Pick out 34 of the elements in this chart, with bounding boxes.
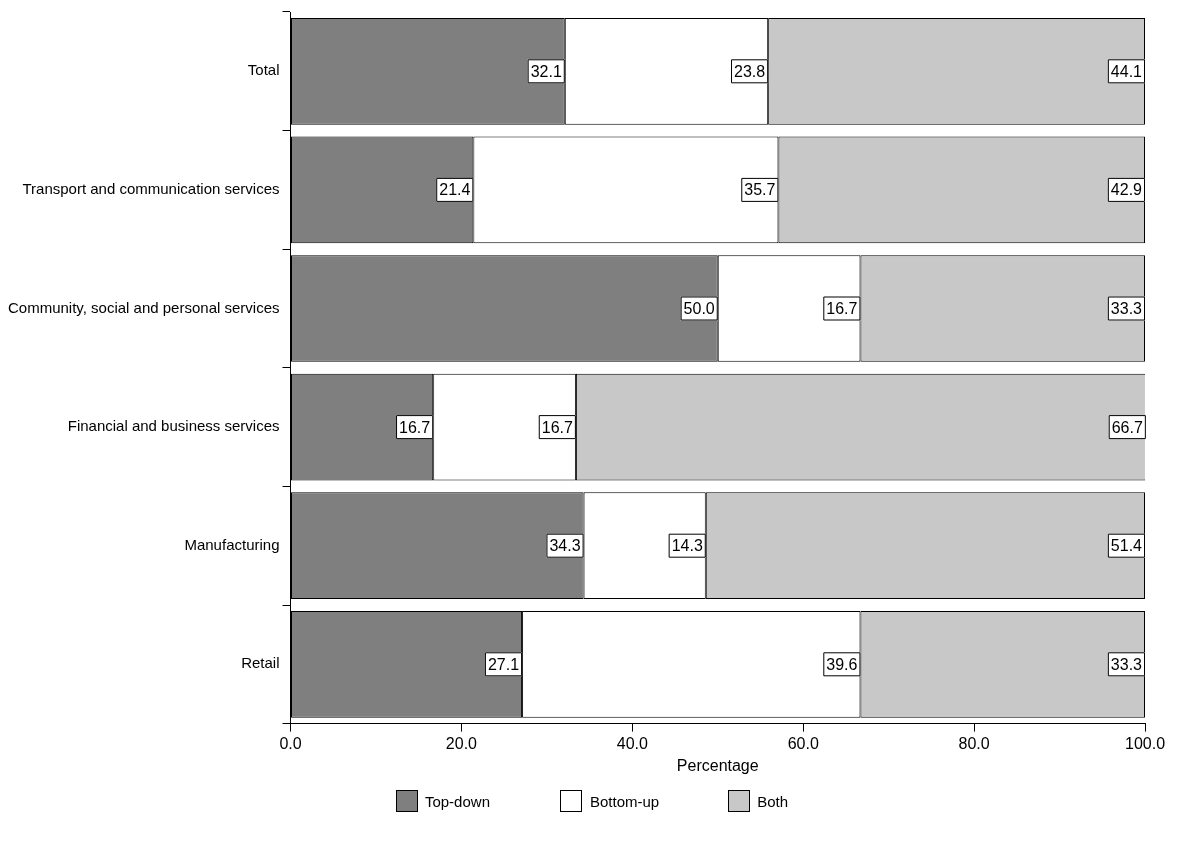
legend-label: Top-down <box>424 792 490 810</box>
x-tick-label: 100.0 <box>1124 734 1166 752</box>
x-tick-label: 0.0 <box>279 734 302 752</box>
data-label: 66.7 <box>1111 418 1143 436</box>
x-tick-label: 60.0 <box>787 734 819 752</box>
x-tick-label: 80.0 <box>958 734 990 752</box>
data-label: 16.7 <box>541 418 574 436</box>
x-tick-label: 40.0 <box>616 734 648 752</box>
x-axis-title: Percentage <box>676 756 759 774</box>
data-label: 23.8 <box>734 62 766 80</box>
legend-label: Both <box>757 792 789 810</box>
data-label: 34.3 <box>549 537 581 555</box>
data-label: 51.4 <box>1110 537 1143 555</box>
data-label: 50.0 <box>683 299 715 317</box>
y-tick-label: Financial and business services <box>67 417 280 435</box>
y-tick-label: Total <box>247 61 280 79</box>
data-label: 35.7 <box>744 181 776 199</box>
y-tick-label: Transport and communication services <box>22 180 280 198</box>
data-label: 16.7 <box>826 299 858 317</box>
data-label: 14.3 <box>671 537 703 555</box>
y-tick-label: Manufacturing <box>184 535 280 553</box>
data-label: 33.3 <box>1110 655 1143 673</box>
x-tick-label: 20.0 <box>445 734 478 752</box>
data-label: 39.6 <box>826 655 858 673</box>
data-label: 21.4 <box>439 181 471 199</box>
data-label: 27.1 <box>487 655 520 673</box>
data-label: 16.7 <box>399 418 431 436</box>
data-label: 33.3 <box>1110 299 1143 317</box>
data-label: 42.9 <box>1110 181 1143 199</box>
legend-label: Bottom-up <box>589 792 660 810</box>
data-label: 44.1 <box>1110 62 1143 80</box>
y-tick-label: Retail <box>241 654 280 672</box>
data-label: 32.1 <box>530 62 562 80</box>
y-tick-label: Community, social and personal services <box>7 298 280 316</box>
